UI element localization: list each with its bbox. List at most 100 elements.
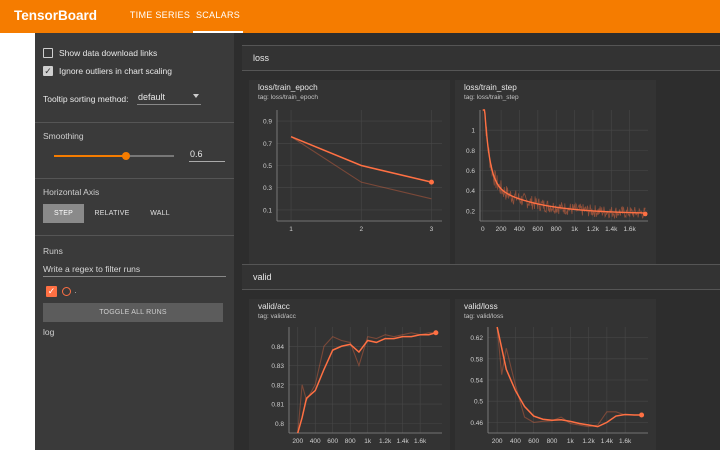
series-line-raw [482,109,646,220]
chart-title: loss/train_epoch [258,83,318,92]
x-tick-label: 0 [481,226,485,233]
axis-relative-button[interactable]: RELATIVE [94,210,130,217]
ignore-outliers-checkbox[interactable]: ✓ [43,66,53,76]
y-tick-label: 0.54 [470,378,483,385]
x-tick-label: 1.2k [582,438,595,445]
x-tick-label: 600 [327,438,338,445]
x-tick-label: 400 [310,438,321,445]
runs-section: Runs Write a regex to filter runs ✓ · TO… [35,236,234,450]
series-line-raw [496,326,642,428]
series-end-point [639,412,645,418]
x-tick-label: 1.6k [623,226,636,233]
y-tick-label: 0.83 [271,363,284,370]
x-tick-label: 1.6k [619,438,632,445]
settings-sidebar: Show data download links ✓ Ignore outlie… [35,33,234,450]
y-tick-label: 0.8 [466,148,475,155]
x-tick-label: 1.2k [379,438,392,445]
y-tick-label: 1 [471,128,475,135]
y-tick-label: 0.1 [263,207,272,214]
y-tick-label: 0.46 [470,420,483,427]
axis-step-button[interactable]: STEP [43,204,84,223]
chart-card: loss/train_epoch tag: loss/train_epoch 0… [249,80,450,279]
line-chart[interactable]: 0.9 0.7 0.5 0.3 0.1 1 2 3 [249,104,450,256]
chart-card: valid/loss tag: valid/loss 0.62 0.58 0.54 0… [455,299,656,450]
series-end-point [428,179,434,185]
run-color-swatch[interactable] [62,287,71,296]
series-line-smoothed [496,326,642,428]
smoothing-slider[interactable] [54,152,174,160]
tooltip-sort-value: default [138,92,166,102]
line-chart[interactable]: 0.62 0.58 0.54 0.5 0.46 200 400 600 800 1k 1.2k 1.4… [455,323,656,450]
y-tick-label: 0.5 [263,163,272,170]
x-tick-label: 200 [492,438,503,445]
y-tick-label: 0.82 [271,382,284,389]
tooltip-sort-select[interactable]: default [137,89,201,105]
top-app-bar: TensorBoard TIME SERIES SCALARS [0,0,720,33]
x-tick-label: 1.4k [397,438,410,445]
y-tick-label: 0.3 [263,185,272,192]
chart-tag: tag: loss/train_step [464,94,519,101]
ignore-outliers-label: Ignore outliers in chart scaling [59,66,172,76]
smoothing-section: Smoothing 0.6 [35,123,234,179]
chart-title: loss/train_step [464,83,517,92]
x-tick-label: 800 [547,438,558,445]
tab-time-series[interactable]: TIME SERIES [129,10,191,20]
y-tick-label: 0.5 [474,399,483,406]
x-tick-label: 1.6k [414,438,427,445]
y-tick-label: 0.9 [263,119,272,126]
chart-card: valid/acc tag: valid/acc 0.84 0.83 0.82 0.8… [249,299,450,450]
tooltip-sort-label: Tooltip sorting method: [43,94,129,104]
y-tick-label: 0.8 [275,421,284,428]
series-line-smoothed [482,109,646,214]
smoothing-slider-thumb[interactable] [122,152,130,160]
x-tick-label: 1k [567,438,575,445]
chart-title: valid/acc [258,302,290,311]
scalars-main-panel: loss loss/train_epoch tag: loss/train_ep… [234,33,720,450]
run-dot: · [74,287,77,297]
smoothing-input[interactable]: 0.6 [189,147,225,162]
x-tick-label: 200 [496,226,507,233]
x-tick-label: 1k [364,438,372,445]
show-download-label: Show data download links [59,48,158,58]
line-chart[interactable]: 1 0.8 0.6 0.4 0.2 0 200 400 600 800 1k 1.2k 1.4k 1.6k [455,104,656,256]
x-tick-label: 1.2k [587,226,600,233]
chart-tag: tag: loss/train_epoch [258,94,318,101]
x-tick-label: 600 [532,226,543,233]
x-tick-label: 1.4k [605,226,618,233]
app-title: TensorBoard [14,8,98,23]
show-download-checkbox[interactable] [43,48,53,58]
x-tick-label: 1 [289,226,293,233]
axis-wall-button[interactable]: WALL [150,210,170,217]
general-settings-section: Show data download links ✓ Ignore outlie… [35,33,234,123]
y-tick-label: 0.4 [466,188,475,195]
series-line-raw [297,332,436,434]
run-name: log [43,327,55,337]
y-tick-label: 0.62 [470,335,483,342]
run-checkbox[interactable]: ✓ [46,286,57,297]
tab-scalars[interactable]: SCALARS [193,0,243,33]
y-tick-label: 0.81 [271,402,284,409]
line-chart[interactable]: 0.84 0.83 0.82 0.81 0.8 200 400 600 800 1k 1.2k 1.4… [249,323,450,450]
chart-tag: tag: valid/loss [464,313,504,320]
x-tick-label: 600 [528,438,539,445]
runs-filter-input[interactable]: Write a regex to filter runs [43,260,226,277]
group-header-loss[interactable]: loss [242,45,720,71]
y-tick-label: 0.58 [470,356,483,363]
series-end-point [433,330,439,336]
chevron-down-icon [193,94,199,98]
x-tick-label: 200 [292,438,303,445]
chart-title: valid/loss [464,302,498,311]
group-header-valid[interactable]: valid [242,264,720,290]
toggle-all-runs-button[interactable]: TOGGLE ALL RUNS [43,303,223,322]
x-tick-label: 3 [430,226,434,233]
smoothing-heading: Smoothing [43,131,84,141]
y-tick-label: 0.2 [466,208,475,215]
runs-filter-placeholder: Write a regex to filter runs [43,264,141,274]
horizontal-axis-section: Horizontal Axis STEP RELATIVE WALL [35,179,234,236]
series-line-smoothed [290,135,432,183]
runs-heading: Runs [43,246,63,256]
x-tick-label: 400 [514,226,525,233]
y-tick-label: 0.7 [263,141,272,148]
x-tick-label: 400 [510,438,521,445]
series-line-smoothed [297,332,437,434]
